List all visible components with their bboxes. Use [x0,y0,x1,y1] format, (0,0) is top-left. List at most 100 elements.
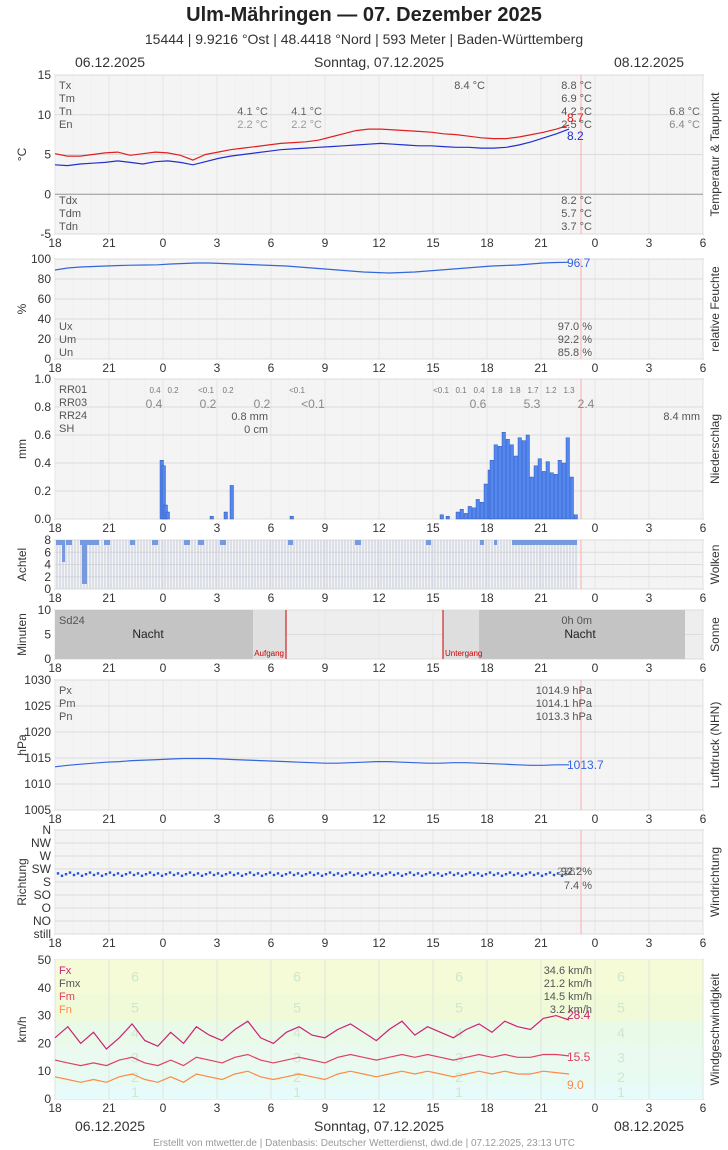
x-tick-label: 6 [268,812,275,826]
precip-bar [289,516,294,520]
extra-temp-label: 4.1 °C [237,106,268,118]
y-tick-label: SW [32,862,52,876]
x-tick-label: 18 [480,591,494,605]
y-axis-label: °C [15,147,29,161]
x-tick-label: 0 [592,361,599,375]
x-tick-label: 15 [426,361,440,375]
stat-key: Pn [59,711,72,723]
wind-direction-point [332,873,336,877]
beaufort-label: 3 [131,1049,139,1065]
y-tick-label: 10 [38,108,52,122]
precip-bar [493,444,498,520]
cloud-block [130,540,135,545]
wind-direction-point [168,871,172,874]
x-tick-label: 6 [268,361,275,375]
precip-bar [165,511,170,520]
wind-direction-point [424,873,428,876]
beaufort-label: 4 [131,1024,139,1040]
x-tick-label: 15 [426,812,440,826]
precip-bar [209,516,214,520]
stat-value: 5.7 °C [561,208,592,220]
wind-direction-point [420,874,424,877]
y-tick-label: 1005 [24,803,51,817]
y-axis-label: Richtung [15,858,29,905]
stat-value: 0 cm [244,424,268,436]
rr01-label: <0.1 [433,386,449,395]
precip-bar [471,507,476,520]
x-tick-label: 0 [592,521,599,535]
rr01-label: <0.1 [289,386,305,395]
beaufort-label: 6 [131,969,139,985]
wind-direction-point [160,874,164,877]
x-tick-label: 6 [700,236,707,250]
wind-direction-point [124,873,128,876]
stat-key: Tm [59,93,75,105]
beaufort-label: 1 [293,1084,301,1100]
y-tick-label: 10 [38,603,52,617]
series-line-wind-2 [54,1070,570,1083]
beaufort-label: 1 [131,1084,139,1100]
cloud-block [88,540,96,545]
y-tick-label: 10 [38,1064,52,1078]
panel-side-label: Niederschlag [708,414,722,484]
x-tick-label: 0 [160,1101,167,1115]
precip-bar [439,514,444,520]
wind-direction-point [84,873,88,876]
stat-value: 1014.1 hPa [536,698,593,710]
x-tick-label: 9 [322,936,329,950]
x-tick-label: 6 [700,361,707,375]
stat-key: Fx [59,965,72,977]
wind-direction-point [204,873,208,876]
wind-direction-point [472,873,476,877]
wind-direction-point [408,871,412,874]
date-center-bottom: Sonntag, 07.12.2025 [314,1118,444,1134]
y-axis-label: Achtel [15,548,29,581]
x-tick-label: 6 [268,521,275,535]
beaufort-label: 2 [131,1069,139,1085]
y-tick-label: O [42,901,51,915]
x-tick-label: 18 [480,361,494,375]
night-band [479,610,685,659]
footer-credit: Erstellt von mtwetter.de | Datenbasis: D… [153,1138,575,1149]
x-tick-label: 21 [534,936,548,950]
wind-direction-point [116,872,120,875]
rr01-label: 0.2 [167,386,179,395]
y-tick-label: 0.4 [34,456,51,470]
panel-pressure [54,679,704,811]
y-tick-label: 60 [38,292,52,306]
wind-direction-point [136,872,140,875]
date-right-bottom: 08.12.2025 [614,1118,684,1134]
precip-bar [545,461,550,520]
x-tick-label: 18 [480,936,494,950]
wind-direction-point [380,874,384,877]
beaufort-label: 5 [455,999,463,1015]
beaufort-label: 4 [617,1024,625,1040]
panel-humidity [54,258,704,360]
cloud-block [198,540,204,545]
wind-direction-point [432,873,436,877]
end-label-fm: 15.5 [567,1050,591,1064]
x-tick-label: 0 [160,361,167,375]
x-tick-label: 3 [214,521,221,535]
x-tick-label: 12 [372,936,386,950]
wind-direction-point [156,872,160,875]
y-tick-label: 1010 [24,777,51,791]
wind-direction-point [148,871,152,874]
y-tick-label: 6 [44,545,51,559]
y-tick-label: 0 [44,352,51,366]
extra-temp-label: 6.8 °C [669,106,700,118]
wind-direction-point [404,873,408,876]
x-tick-label: 15 [426,1101,440,1115]
x-tick-label: 18 [480,1101,494,1115]
wind-direction-point [440,874,444,877]
wdir-label: 228° [557,866,580,878]
cloud-block [220,540,226,545]
wind-direction-point [196,872,200,875]
wind-direction-point [340,874,344,877]
wind-direction-point [468,871,472,874]
stat-value: 4.2 °C [561,106,592,118]
rr01-label: 1.3 [563,386,575,395]
series-line-wind-0 [54,1014,570,1050]
extra-temp-label: 2.2 °C [291,119,322,131]
rr03-label: 0.4 [146,397,163,411]
